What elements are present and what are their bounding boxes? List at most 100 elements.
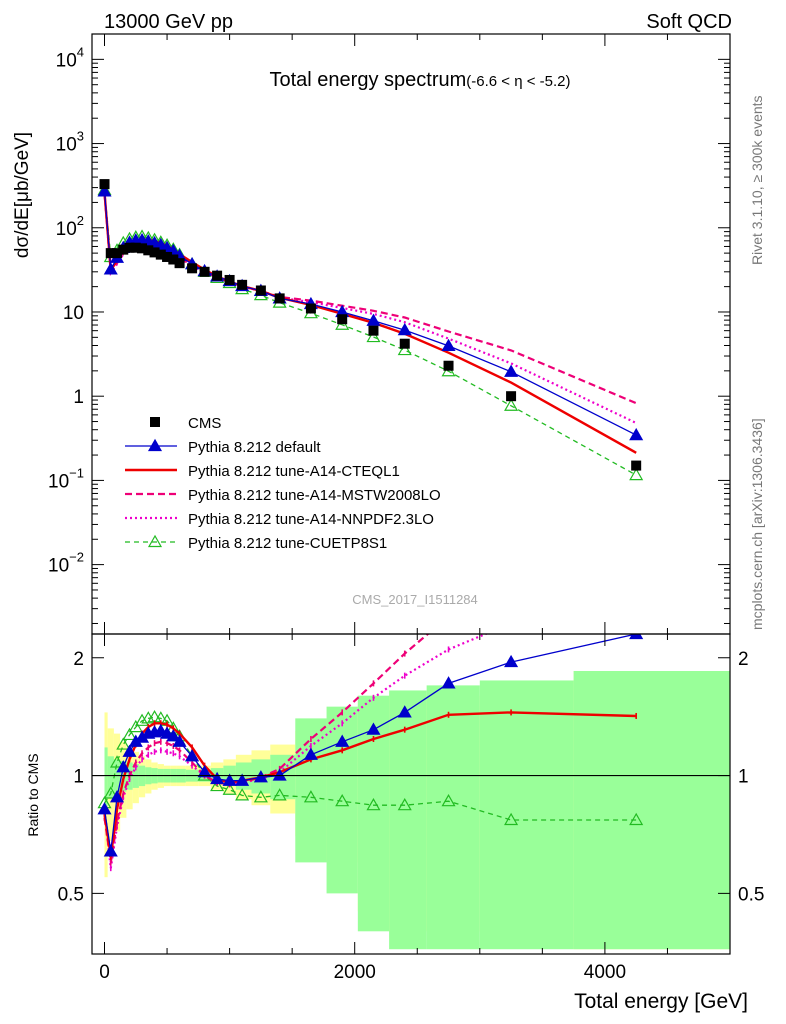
- legend-label: Pythia 8.212 default: [188, 439, 321, 456]
- legend-label: Pythia 8.212 tune-A14-MSTW2008LO: [188, 487, 441, 504]
- ratio-point-default: [441, 676, 456, 689]
- legend-item-nnpdf: Pythia 8.212 tune-A14-NNPDF2.3LO: [125, 511, 434, 528]
- x-tick-label: 2000: [334, 962, 376, 983]
- ratio-y-axis-label: Ratio to CMS: [25, 753, 41, 836]
- ratio-point-cuetp: [397, 797, 412, 811]
- tick-base: 10: [56, 219, 77, 240]
- main-point-default: [441, 338, 456, 351]
- ratio-y-tick-label-left: 2: [73, 649, 84, 670]
- main-y-tick-label: 1: [73, 387, 84, 408]
- main-plot-title: Total energy spectrum(-6.6 < η < -5.2): [270, 69, 571, 91]
- ratio-point-cuetp: [128, 719, 143, 733]
- cms-point: [112, 248, 123, 259]
- legend-marker-cuetp: [147, 534, 163, 548]
- header-left-label: 13000 GeV pp: [104, 11, 233, 33]
- cms-point: [305, 303, 316, 314]
- legend-label: CMS: [188, 415, 221, 432]
- cms-point: [255, 285, 266, 296]
- cms-point: [237, 279, 248, 290]
- ratio-point-default: [103, 844, 118, 857]
- cms-point: [155, 249, 166, 260]
- main-y-axis-label: dσ/dE[μb/GeV]: [12, 132, 33, 258]
- title-text: Total energy spectrum: [270, 69, 467, 91]
- ratio-point-default: [109, 790, 125, 803]
- ratio-point-default: [172, 734, 187, 747]
- band-inner-bin: [104, 747, 108, 810]
- cms-point: [168, 254, 179, 265]
- uncertainty-bands: [104, 671, 730, 950]
- cms-point: [137, 243, 148, 254]
- rivet-side-label: Rivet 3.1.10, ≥ 300k events: [749, 95, 765, 265]
- main-y-tick-label: 10−1: [48, 465, 84, 492]
- legend-item-cms: CMS: [150, 415, 221, 432]
- legend-item-mstw: Pythia 8.212 tune-A14-MSTW2008LO: [125, 487, 441, 504]
- tick-base: 10: [48, 471, 69, 492]
- tick-base: 10: [48, 556, 69, 577]
- watermark-label: CMS_2017_I1511284: [352, 592, 478, 607]
- tick-exponent: −1: [69, 465, 84, 480]
- ratio-point-cuetp: [504, 812, 519, 826]
- band-inner-bin: [107, 756, 114, 798]
- ratio-point-cuetp: [109, 755, 125, 768]
- ratio-y-tick-label-left: 1: [73, 767, 84, 788]
- main-point-default: [97, 184, 112, 197]
- main-point-default: [397, 322, 412, 336]
- x-tick-label: 4000: [584, 962, 626, 983]
- legend-item-cuetp: Pythia 8.212 tune-CUETP8S1: [125, 534, 387, 552]
- ratio-y-tick-label-right: 2: [738, 649, 749, 670]
- ratio-point-cuetp: [272, 788, 287, 801]
- cms-point: [118, 244, 129, 255]
- main-y-tick-label: 104: [56, 44, 84, 71]
- ratio-point-cuetp: [116, 737, 131, 750]
- ratio-point-cuetp: [335, 793, 350, 807]
- cms-point: [99, 179, 110, 190]
- ratio-point-default: [97, 802, 112, 815]
- band-inner-bin: [113, 759, 121, 794]
- ratio-point-default: [272, 768, 287, 781]
- ratio-point-default: [504, 654, 519, 668]
- cms-point: [199, 266, 210, 277]
- ratio-y-tick-label-left: 0.5: [58, 884, 84, 905]
- ratio-point-default: [366, 722, 381, 735]
- tick-exponent: −2: [69, 550, 84, 565]
- main-y-tick-label: 10−2: [48, 550, 84, 577]
- cms-point: [162, 251, 173, 262]
- ratio-point-cuetp: [629, 812, 644, 826]
- band-inner-bin: [426, 685, 480, 950]
- plot-frames: [91, 33, 731, 955]
- legend-label: Pythia 8.212 tune-A14-NNPDF2.3LO: [188, 511, 434, 528]
- legend-symbol-cms: [150, 417, 160, 427]
- cms-point: [187, 263, 198, 274]
- main-point-default: [366, 313, 381, 326]
- ratio-point-cuetp: [122, 727, 137, 741]
- ratio-point-default: [116, 760, 131, 773]
- main-point-default: [504, 364, 519, 377]
- main-y-tick-label: 10: [63, 303, 84, 324]
- cms-point: [274, 293, 285, 304]
- band-inner-bin: [479, 680, 574, 950]
- title-cut: (-6.6 < η < -5.2): [466, 73, 570, 90]
- cms-point: [337, 314, 348, 325]
- tick-exponent: 3: [77, 129, 84, 144]
- cms-point: [130, 242, 141, 253]
- mcplots-side-label: mcplots.cern.ch [arXiv:1306.3436]: [749, 418, 765, 630]
- ratio-point-cuetp: [222, 782, 237, 795]
- legend-label: Pythia 8.212 tune-CUETP8S1: [188, 535, 387, 552]
- tick-exponent: 4: [77, 44, 84, 59]
- main-point-cuetp: [629, 467, 644, 481]
- tick-base: 10: [63, 303, 84, 324]
- cms-point: [212, 270, 223, 281]
- ratio-point-default: [210, 771, 225, 785]
- legend-marker-default: [147, 438, 163, 452]
- ratio-frame: [91, 633, 731, 955]
- tick-base: 10: [56, 50, 77, 71]
- ratio-point-default: [197, 764, 212, 778]
- ratio-point-cuetp: [210, 778, 225, 792]
- ratio-point-default: [222, 773, 237, 786]
- cms-point: [143, 245, 154, 256]
- tick-base: 10: [56, 135, 77, 156]
- legend: CMS Pythia 8.212 default Pythia 8.212 tune…: [125, 415, 441, 552]
- legend-label: Pythia 8.212 tune-A14-CTEQL1: [188, 463, 400, 480]
